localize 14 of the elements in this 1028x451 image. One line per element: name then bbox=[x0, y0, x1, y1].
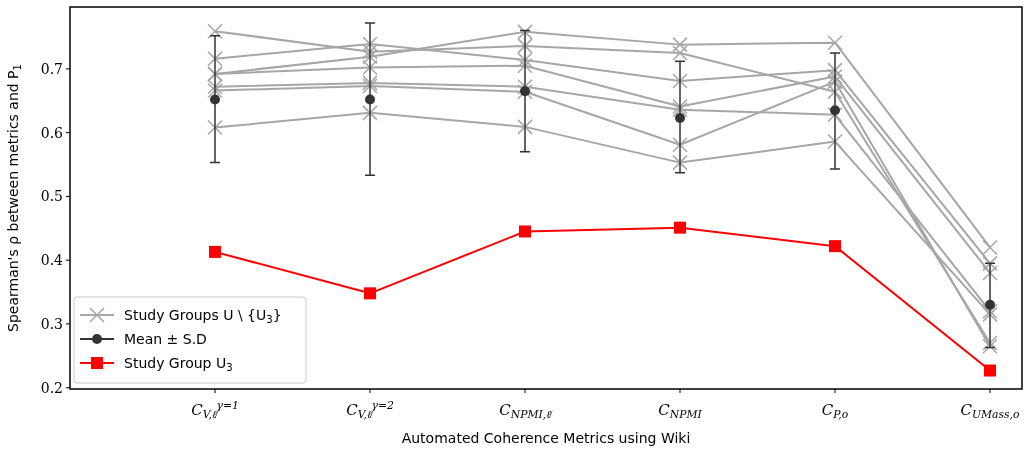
y-tick-label: 0.7 bbox=[40, 60, 63, 77]
y-tick-label: 0.6 bbox=[40, 124, 64, 141]
legend-label: Mean ± S.D bbox=[124, 330, 207, 347]
y-tick-label: 0.2 bbox=[40, 379, 63, 396]
y-tick-label: 0.5 bbox=[40, 188, 63, 205]
x-axis-title: Automated Coherence Metrics using Wiki bbox=[401, 430, 691, 446]
x-tick-label: C$_{NPMI}$ bbox=[658, 401, 703, 422]
x-tick-label: C$_{UMass,o}$ bbox=[960, 401, 1021, 422]
x-tick-label: C$_{NPMI,ℓ̸}$ bbox=[499, 401, 553, 422]
legend-label: Study Group U$_{3}$ bbox=[124, 354, 233, 373]
y-tick-label: 0.4 bbox=[40, 252, 64, 269]
x-tick-label: C$_{P,o}$ bbox=[821, 401, 849, 422]
y-tick-label: 0.3 bbox=[40, 315, 63, 332]
legend-label: Study Groups U \ {U$_{3}$} bbox=[124, 306, 282, 325]
